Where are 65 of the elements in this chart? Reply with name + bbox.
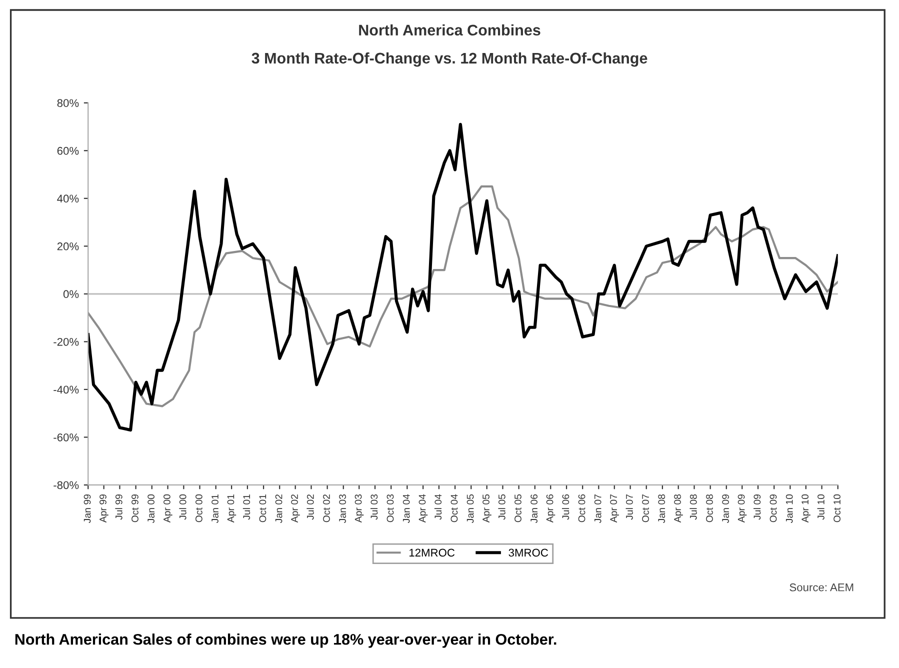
x-tick-label: Apr 06 — [546, 494, 556, 523]
legend-label: 3MROC — [508, 548, 548, 557]
x-tick-label: Apr 09 — [738, 494, 747, 523]
x-tick-label: Jul 09 — [753, 494, 761, 520]
x-tick-label: Jul 00 — [179, 494, 186, 520]
y-tick-label: -80% — [54, 481, 79, 490]
x-tick-label: Jul 01 — [242, 494, 250, 520]
x-tick-label: Oct 09 — [770, 494, 777, 522]
x-tick-label: Apr 00 — [164, 494, 172, 523]
x-tick-label: Oct 00 — [195, 494, 202, 522]
x-tick-label: Jul 07 — [626, 494, 633, 520]
x-tick-label: Oct 04 — [450, 494, 458, 522]
x-tick-label: Apr 02 — [291, 494, 300, 523]
y-tick-label: 80% — [57, 99, 79, 108]
y-tick-label: 20% — [57, 242, 79, 250]
x-tick-label: Jan 03 — [339, 494, 346, 524]
x-tick-label: Jan 04 — [402, 494, 410, 524]
x-tick-label: Jan 06 — [530, 494, 538, 524]
x-tick-label: Oct 03 — [386, 494, 394, 522]
line-series — [88, 122, 838, 432]
x-tick-label: Apr 03 — [354, 494, 364, 523]
x-tick-label: Oct 05 — [514, 494, 522, 522]
x-tick-label: Jan 99 — [84, 494, 91, 524]
x-tick-label: Jan 07 — [594, 494, 602, 524]
x-tick-label: Jul 08 — [690, 494, 697, 520]
chart-title: North America Combines — [359, 24, 540, 36]
x-tick-label: Jan 05 — [466, 494, 474, 524]
legend-label: 12MROC — [410, 548, 455, 557]
x-tick-label: Apr 01 — [227, 494, 236, 523]
y-tick-label: 0% — [63, 290, 79, 298]
text: North American Sales of combines were up 18% year-over-year in October. — [15, 634, 556, 648]
x-tick-label: Oct 07 — [642, 494, 649, 522]
x-tick-label: Jan 00 — [148, 494, 154, 524]
x-tick-label: Oct 99 — [132, 494, 138, 522]
x-tick-label: Jan 10 — [786, 494, 793, 524]
y-tick-label: -40% — [54, 386, 79, 394]
x-tick-label: Jul 05 — [498, 494, 506, 520]
x-tick-label: Jul 04 — [434, 494, 442, 520]
line-series — [88, 185, 838, 408]
x-tick-label: Jul 10 — [817, 494, 824, 520]
source-note: Source: AEM — [790, 583, 854, 592]
x-tick-label: Jan 01 — [212, 494, 218, 524]
x-tick-label: Jan 08 — [658, 494, 666, 524]
x-tick-label: Apr 05 — [482, 494, 492, 523]
y-tick-label: 40% — [57, 194, 79, 203]
y-tick-label: -60% — [54, 433, 79, 442]
x-tick-label: Apr 99 — [100, 494, 108, 523]
x-tick-label: Oct 01 — [259, 494, 266, 522]
x-tick-label: Oct 10 — [834, 494, 840, 522]
y-tick-label: 60% — [57, 146, 79, 155]
x-tick-label: Jul 06 — [562, 494, 570, 520]
chart-subtitle: 3 Month Rate-Of-Change vs. 12 Month Rate-Of-Change — [252, 52, 648, 67]
x-tick-label: Apr 07 — [610, 494, 619, 523]
x-tick-label: Oct 08 — [706, 494, 713, 522]
x-tick-label: Apr 10 — [802, 494, 810, 523]
x-tick-label: Apr 08 — [674, 494, 683, 523]
x-tick-label: Oct 06 — [578, 494, 586, 522]
x-tick-label: Oct 02 — [323, 494, 330, 522]
x-tick-label: Jul 03 — [370, 494, 378, 520]
x-tick-label: Jul 99 — [115, 494, 122, 520]
x-tick-label: Apr 04 — [418, 494, 428, 523]
x-tick-label: Jul 02 — [306, 494, 314, 520]
y-tick-label: -20% — [54, 338, 79, 346]
x-tick-label: Jan 09 — [722, 494, 729, 524]
x-tick-label: Jan 02 — [275, 494, 282, 524]
